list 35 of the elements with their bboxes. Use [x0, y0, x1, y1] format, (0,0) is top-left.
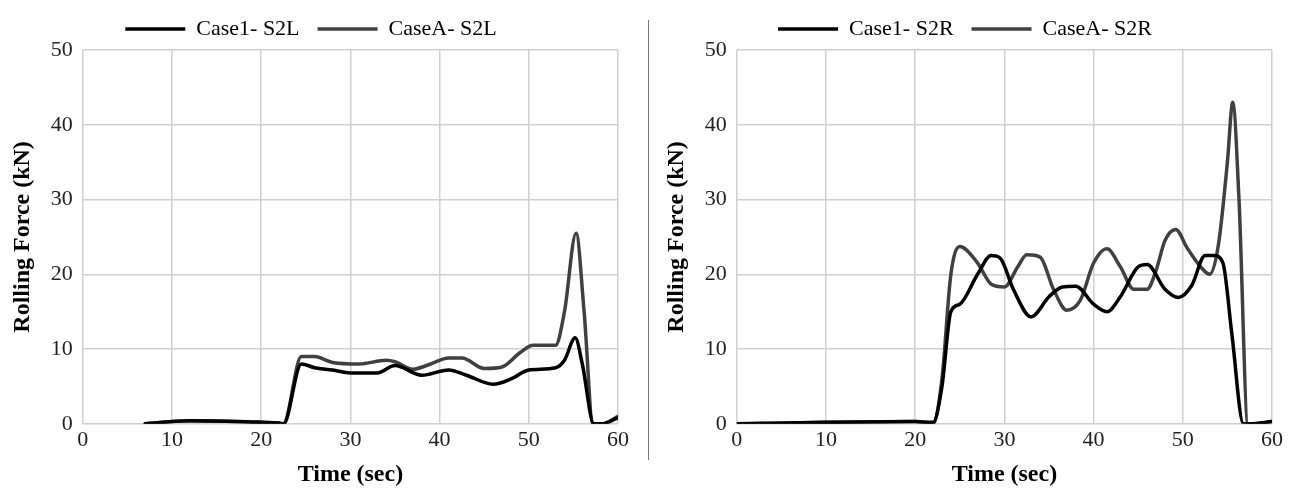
x-axis-title: Time (sec) [951, 459, 1058, 486]
legend-label: Case1- S2L [196, 14, 300, 40]
x-tick-label: 50 [517, 425, 540, 451]
x-tick-label: 10 [161, 425, 183, 451]
y-tick-label: 0 [715, 409, 727, 435]
line-series [143, 336, 618, 424]
y-tick-label: 40 [704, 110, 727, 136]
y-tick-label: 20 [50, 260, 73, 286]
y-tick-label: 20 [704, 260, 727, 286]
x-tick-label: 0 [77, 425, 89, 451]
y-tick-label: 10 [704, 334, 727, 360]
x-tick-label: 10 [815, 425, 837, 451]
x-tick-label: 40 [428, 425, 451, 451]
x-tick-label: 30 [339, 425, 362, 451]
legend-label: CaseA- S2R [1042, 14, 1153, 40]
y-tick-label: 50 [704, 35, 727, 61]
x-tick-label: 20 [904, 425, 927, 451]
x-axis-title: Time (sec) [297, 459, 404, 486]
x-tick-label: 50 [1171, 425, 1194, 451]
x-tick-label: 30 [993, 425, 1016, 451]
y-axis-title: Rolling Force (kN) [661, 141, 688, 333]
x-tick-label: 0 [731, 425, 743, 451]
y-axis-title: Rolling Force (kN) [7, 141, 34, 333]
x-tick-label: 60 [1261, 425, 1283, 451]
y-tick-label: 30 [50, 185, 73, 211]
x-tick-label: 20 [250, 425, 273, 451]
x-tick-label: 40 [1082, 425, 1105, 451]
y-tick-label: 0 [61, 409, 73, 435]
legend-label: Case1- S2R [849, 14, 954, 40]
y-tick-label: 50 [50, 35, 73, 61]
y-tick-label: 10 [50, 334, 73, 360]
x-tick-label: 60 [607, 425, 629, 451]
legend-label: CaseA- S2L [388, 14, 497, 40]
y-tick-label: 40 [50, 110, 73, 136]
y-tick-label: 30 [704, 185, 727, 211]
